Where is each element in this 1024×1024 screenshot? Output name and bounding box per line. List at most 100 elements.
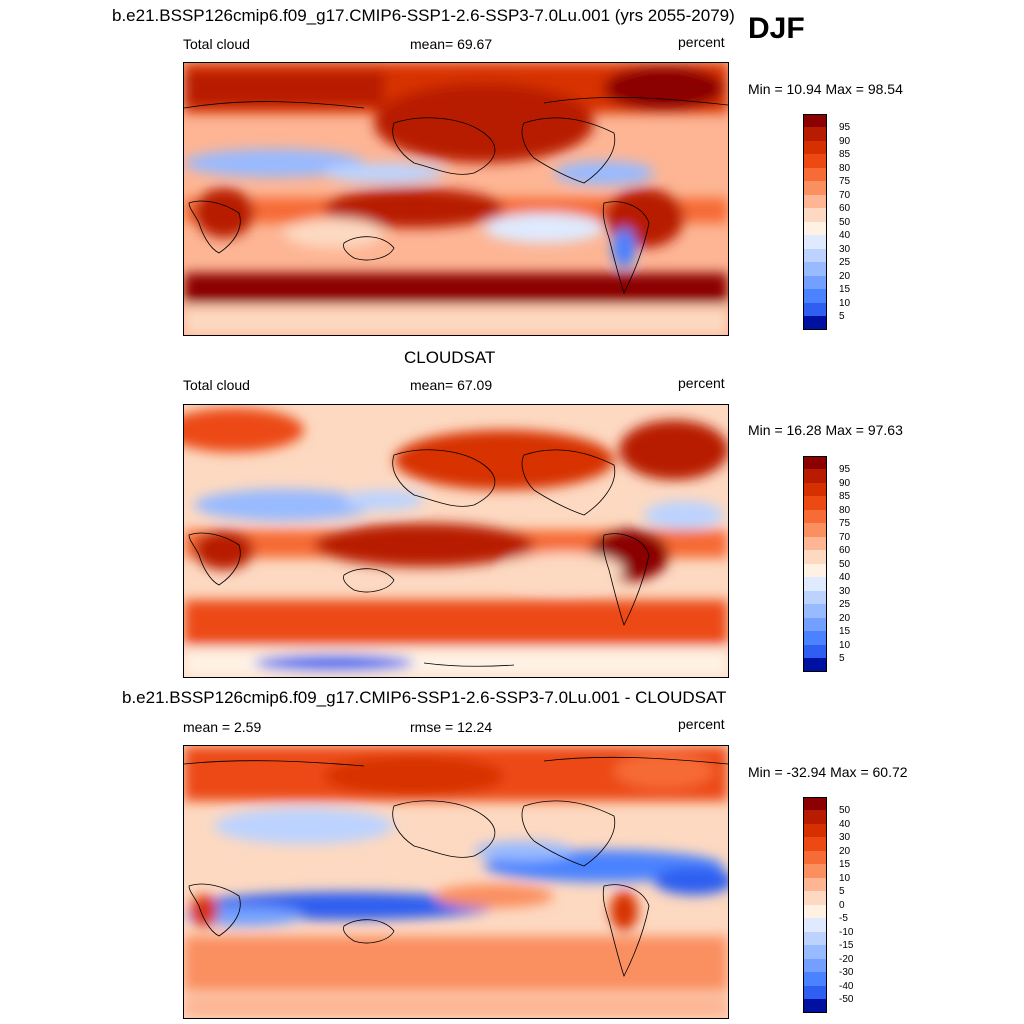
panel3-legend-label: 10 [839,873,851,884]
panel2-coastlines [188,449,650,667]
panel2-legend-swatch [803,550,827,564]
panel3-legend-label: 5 [839,886,845,897]
panel3-legend-swatch [803,891,827,905]
panel3-legend-swatch [803,837,827,851]
panel1-legend-swatch [803,235,827,249]
panel2-mean-label: mean= 67.09 [410,377,493,393]
panel1-legend-swatch [803,222,827,235]
panel2-legend-label: 10 [839,640,851,651]
panel3-legend-swatch [803,918,827,932]
panel1-legend-label: 15 [839,284,851,295]
panel3-map [183,745,729,1019]
panel1-legend-swatch [803,127,827,141]
panel1-legend-label: 95 [839,122,851,133]
panel3-legend-swatch [803,905,827,918]
panel2-legend-swatch [803,537,827,550]
panel2-legend-swatch [803,631,827,645]
panel1-legend-swatch [803,316,827,330]
panel1-legend-swatch [803,208,827,222]
panel1-variable-label: Total cloud [183,36,250,52]
panel3-rmse-label: rmse = 12.24 [410,719,493,735]
panel3-legend-label: 0 [839,900,845,911]
panel3-legend-swatch [803,945,827,959]
panel2-legend-swatch [803,496,827,510]
panel1-legend-swatch [803,114,827,127]
panel2-title: CLOUDSAT [404,348,496,367]
panel2-legend-label: 70 [839,532,851,543]
panel1-legend-swatch [803,181,827,195]
panel1-legend-swatch [803,168,827,181]
panel2-legend-label: 50 [839,559,851,570]
panel2-map-svg [184,405,728,677]
panel3-legend-swatch [803,972,827,986]
panel1-map-svg [184,63,728,335]
panel2-legend-swatch [803,645,827,658]
panel3-minmax-label: Min = -32.94 Max = 60.72 [748,764,908,780]
panel2-legend-label: 60 [839,545,851,556]
panel3-legend-label: -40 [839,981,854,992]
panel1-legend: 95 90 85 80 75 70 60 50 40 30 25 20 15 1… [803,114,863,330]
panel1-legend-swatch [803,289,827,303]
panel3-legend-swatch [803,851,827,864]
panel3-title: b.e21.BSSP126cmip6.f09_g17.CMIP6-SSP1-2.… [122,688,727,707]
panel1-legend-label: 10 [839,298,851,309]
panel2-legend-swatch [803,564,827,577]
panel2-legend-label: 20 [839,613,851,624]
panel1-legend-swatch [803,276,827,289]
panel3-legend-swatch [803,797,827,810]
panel1-legend-label: 75 [839,176,851,187]
panel2-legend-label: 75 [839,518,851,529]
panel3-legend-label: -5 [839,913,848,924]
panel1-legend-label: 90 [839,136,851,147]
panel1-map [183,62,729,336]
panel3-legend-swatch [803,864,827,878]
panel1-legend-label: 60 [839,203,851,214]
panel2-legend-swatch [803,510,827,523]
panel2-legend-swatch [803,523,827,537]
panel3-legend-label: 30 [839,832,851,843]
panel1-legend-label: 5 [839,311,845,322]
panel1-legend-label: 80 [839,163,851,174]
panel2-legend-label: 95 [839,464,851,475]
panel2-variable-label: Total cloud [183,377,250,393]
panel1-legend-swatch [803,249,827,262]
panel2-legend-swatch [803,469,827,483]
panel2-legend-label: 5 [839,653,845,664]
panel1-legend-swatch [803,262,827,276]
panel3-legend-swatch [803,986,827,999]
panel2-legend-swatch [803,604,827,618]
panel2-legend-label: 15 [839,626,851,637]
panel3-legend-swatch [803,932,827,945]
panel1-coastlines [184,96,728,295]
panel1-units-label: percent [678,34,725,50]
panel3-coastlines [184,756,728,978]
panel3-legend-label: 50 [839,805,851,816]
panel3-legend-label: -10 [839,927,854,938]
panel1-title: b.e21.BSSP126cmip6.f09_g17.CMIP6-SSP1-2.… [112,6,735,25]
panel2-legend-label: 85 [839,491,851,502]
panel1-legend-label: 25 [839,257,851,268]
panel1-legend-swatch [803,141,827,154]
panel3-legend-swatch [803,878,827,891]
panel1-legend-label: 50 [839,217,851,228]
panel1-legend-label: 85 [839,149,851,160]
panel3-map-svg [184,746,728,1018]
panel1-minmax-label: Min = 10.94 Max = 98.54 [748,81,903,97]
panel3-legend-label: -50 [839,994,854,1005]
panel2-legend-swatch [803,456,827,469]
panel1-legend-swatch [803,303,827,316]
panel1-legend-label: 20 [839,271,851,282]
panel2-legend-label: 80 [839,505,851,516]
panel2-legend: 95 90 85 80 75 70 60 50 40 30 25 20 15 1… [803,456,863,672]
panel2-legend-label: 30 [839,586,851,597]
panel3-mean-label: mean = 2.59 [183,719,262,735]
panel3-legend-label: -30 [839,967,854,978]
panel3-legend: 50 40 30 20 15 10 5 0 -5 -10 -15 -20 -30… [803,797,863,1013]
panel1-legend-label: 70 [839,190,851,201]
panel1-legend-swatch [803,154,827,168]
panel3-legend-swatch [803,959,827,972]
panel2-minmax-label: Min = 16.28 Max = 97.63 [748,422,903,438]
panel1-legend-swatch [803,195,827,208]
panel3-units-label: percent [678,716,725,732]
panel3-legend-swatch [803,999,827,1013]
